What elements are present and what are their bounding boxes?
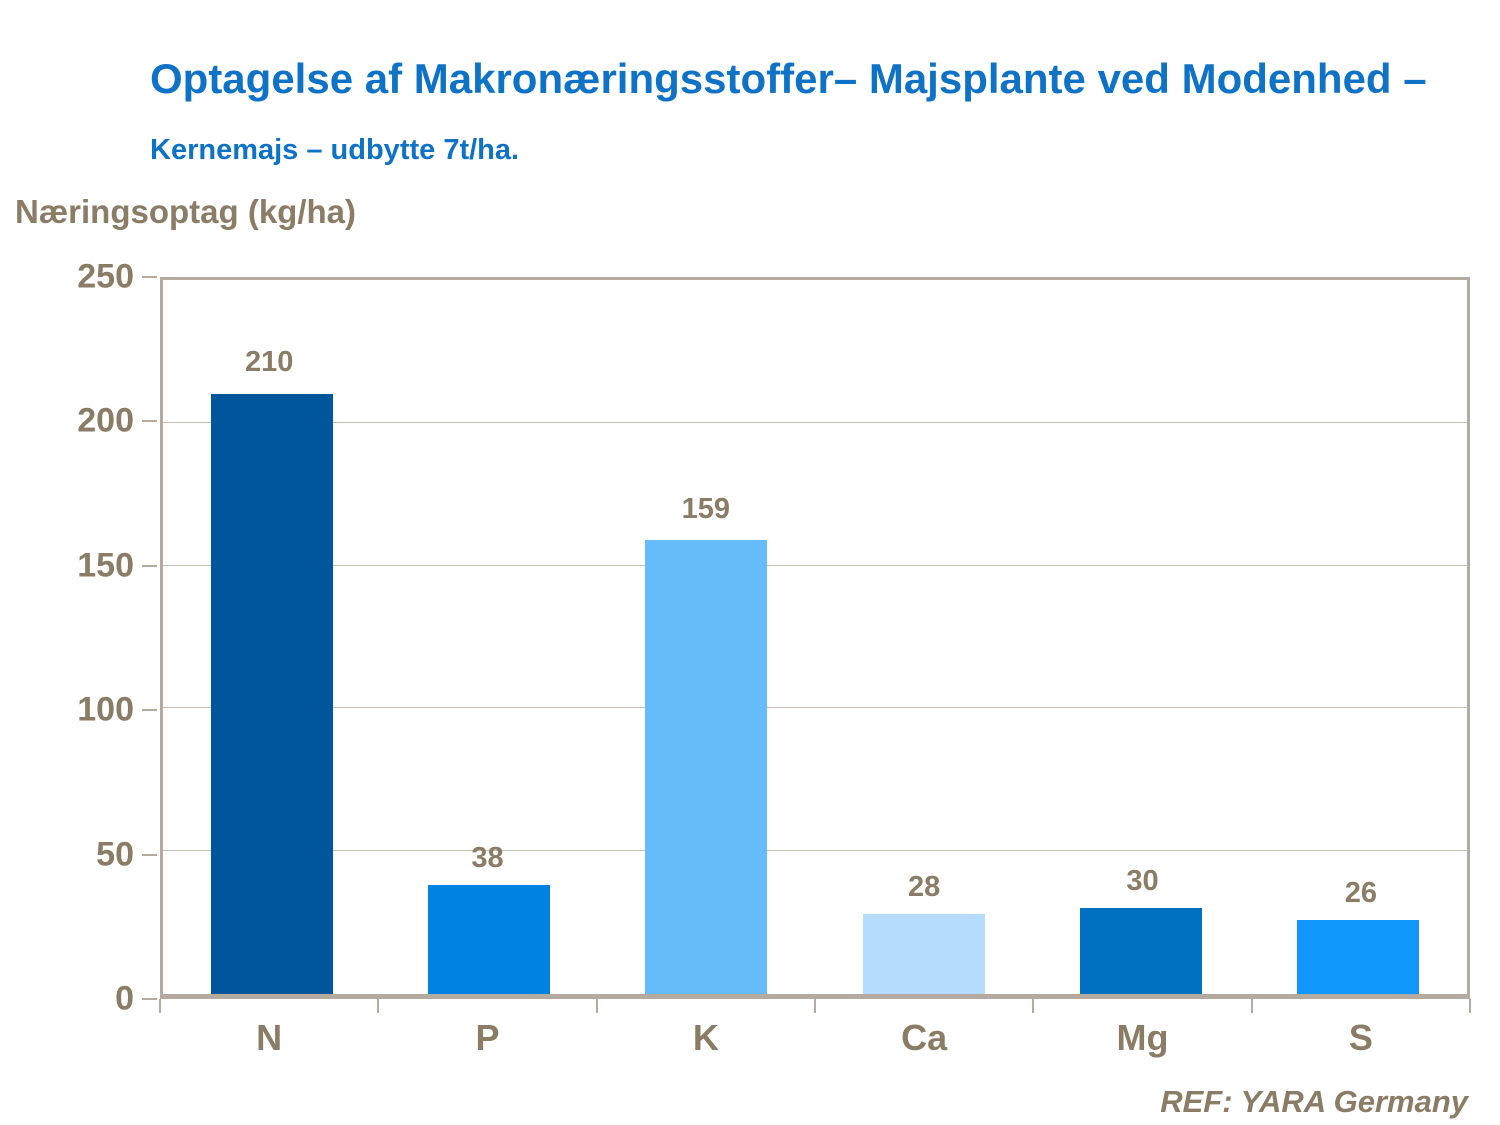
bar-P (428, 885, 550, 994)
y-tick-label-100: 100 (77, 690, 134, 729)
x-tick-mark-0 (159, 999, 161, 1013)
y-tick-label-250: 250 (77, 257, 134, 296)
x-tick-mark-2 (595, 999, 598, 1013)
gridline-50 (163, 850, 1467, 852)
y-tick-label-200: 200 (77, 401, 134, 440)
x-label-N: N (256, 1017, 283, 1058)
x-tick-mark-3 (814, 999, 816, 1013)
x-tick-mark-4 (1032, 999, 1035, 1013)
x-tick-mark-5 (1250, 999, 1253, 1013)
x-tick-mark-6 (1469, 999, 1471, 1013)
y-tick-label-150: 150 (77, 546, 134, 585)
y-tick-mark-250 (142, 276, 157, 278)
reference-text: REF: YARA Germany (1160, 1084, 1468, 1119)
gridline-150 (163, 564, 1467, 566)
plot-area (160, 277, 1470, 999)
bar-S (1297, 919, 1420, 994)
y-tick-label-50: 50 (96, 835, 134, 874)
x-label-S: S (1348, 1017, 1373, 1058)
page-title: Optagelse af Makronæringsstoffer– Majspl… (150, 46, 1440, 179)
y-tick-mark-200 (142, 420, 157, 423)
bar-Mg (1080, 908, 1202, 994)
y-axis-title: Næringsoptag (kg/ha) (15, 193, 357, 230)
value-label-P: 38 (471, 842, 504, 875)
gridline-100 (163, 707, 1467, 709)
value-label-K: 159 (681, 492, 731, 525)
y-tick-label-0: 0 (115, 979, 134, 1018)
x-label-Mg: Mg (1116, 1017, 1169, 1058)
plot-inner (163, 280, 1467, 994)
y-tick-mark-100 (142, 709, 157, 712)
bar-N (210, 394, 333, 994)
x-label-Ca: Ca (901, 1017, 948, 1058)
bar-chart: 0 50 100 150 200 250 210 N 38 P 159 K 28 Ca 30 Mg 26 S (77, 258, 1471, 1058)
x-label-K: K (692, 1017, 719, 1058)
value-label-S: 26 (1344, 876, 1377, 909)
bar-K (645, 539, 768, 994)
page-title-main: Optagelse af Makronæringsstoffer– Majspl… (150, 55, 1427, 102)
x-label-P: P (475, 1017, 500, 1058)
x-tick-mark-1 (377, 999, 380, 1013)
y-tick-mark-0 (142, 998, 157, 1000)
gridline-200 (163, 421, 1467, 423)
value-label-Ca: 28 (908, 871, 941, 904)
bar-Ca (862, 914, 985, 994)
y-tick-mark-150 (142, 564, 157, 567)
value-label-Mg: 30 (1126, 865, 1159, 898)
value-label-N: 210 (244, 345, 294, 378)
page-title-sub: Kernemajs – udbytte 7t/ha. (150, 134, 520, 167)
y-tick-mark-50 (142, 853, 157, 856)
